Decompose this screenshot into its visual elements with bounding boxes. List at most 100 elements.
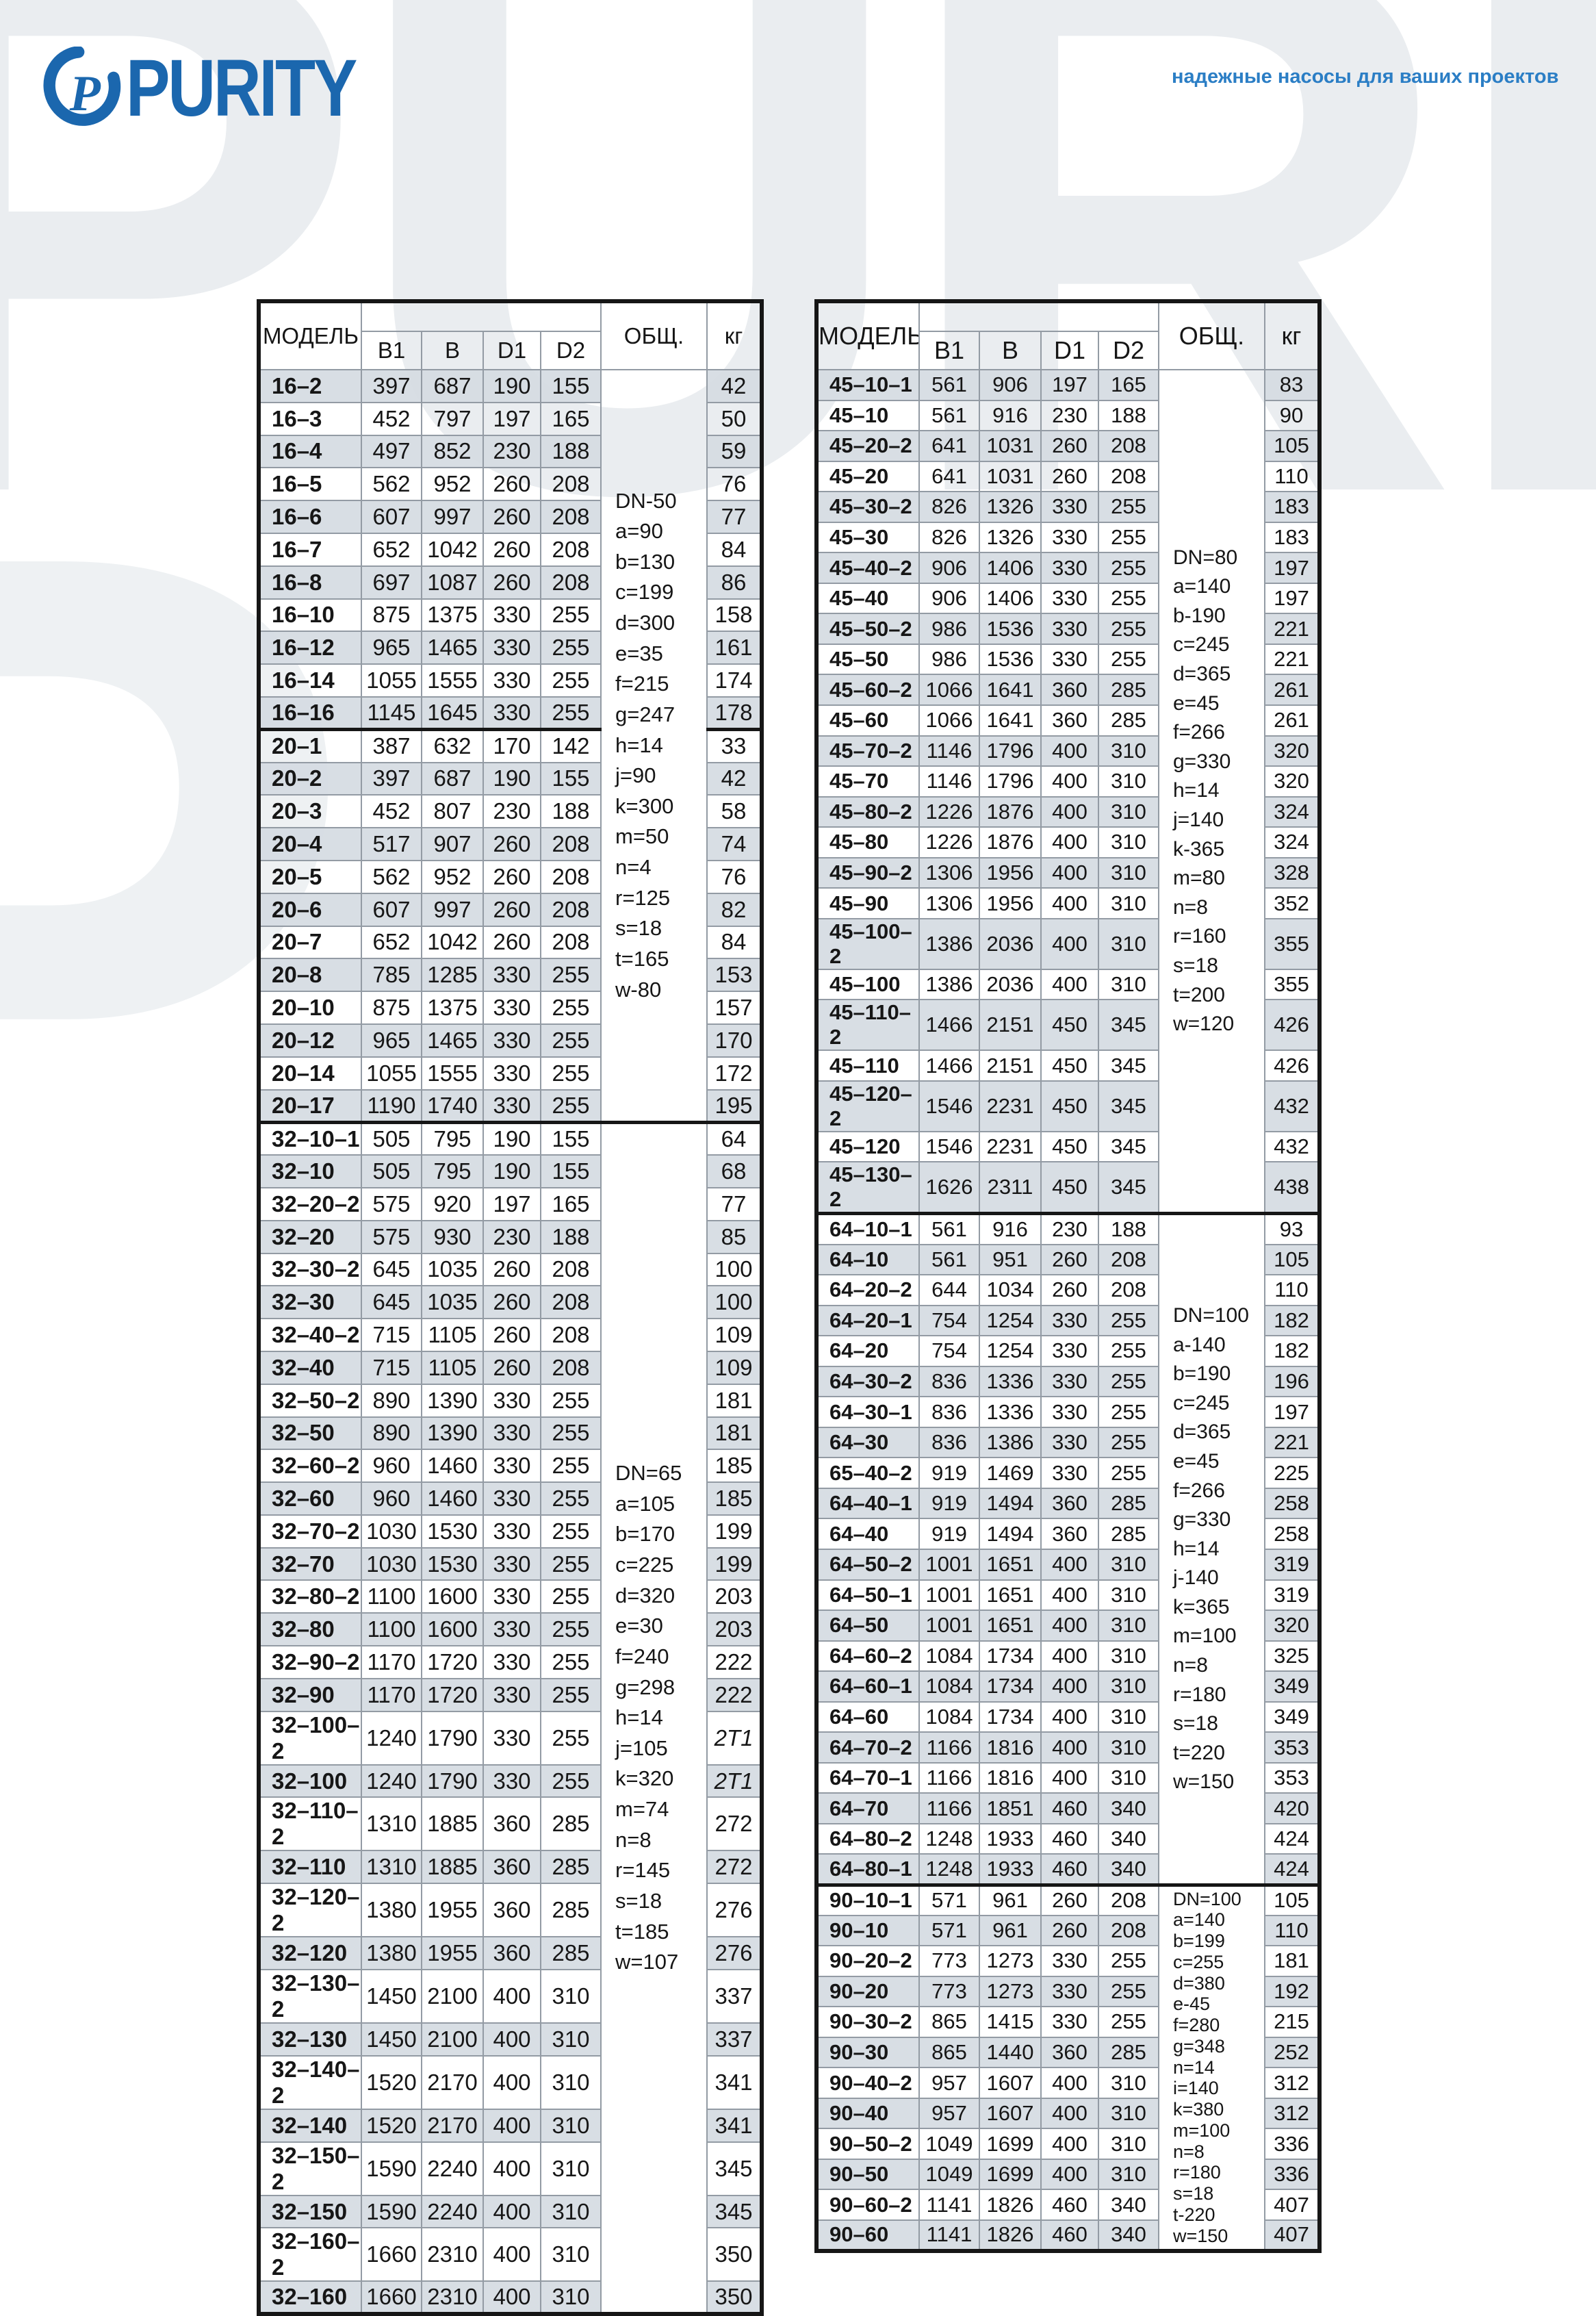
d2-cell: 208 [540,827,602,861]
d1-cell: 400 [1040,826,1099,858]
b1-cell: 1660 [361,2280,422,2315]
model-cell: 16–16 [258,696,362,730]
b1-cell: 1049 [918,2158,980,2191]
model-cell: 45–80–2 [816,796,920,828]
d1-cell: 330 [482,1056,541,1091]
b-cell: 1641 [979,704,1042,737]
d1-cell: 330 [1040,1365,1099,1398]
model-cell: 64–20–1 [816,1304,920,1337]
b-cell: 1555 [421,663,484,698]
dims-line: c=199 [615,580,674,605]
b1-cell: 1660 [361,2227,422,2282]
d2-cell: 340 [1098,1792,1159,1824]
d2-cell: 255 [540,1710,602,1766]
b1-cell: 715 [361,1350,422,1385]
d1-cell: 330 [1040,1945,1099,1977]
d1-cell: 330 [1040,582,1099,615]
b-cell: 951 [979,1243,1042,1276]
b-cell: 2151 [979,1049,1042,1082]
dims-line: c=245 [1173,633,1230,657]
dims-line: d=365 [1173,663,1231,686]
spec-row: 20–6 607 997 260 208 82 [258,892,762,927]
model-cell: 32–110–2 [258,1796,362,1852]
b-cell: 1955 [421,1936,484,1971]
d2-cell: 255 [1098,1335,1159,1367]
b-cell: 1536 [979,613,1042,645]
d1-cell: 260 [1040,1243,1099,1276]
d1-cell: 400 [482,2227,541,2282]
kg-cell: 319 [1264,1549,1320,1581]
model-cell: 32–120–2 [258,1883,362,1938]
d2-cell: 310 [1098,1731,1159,1764]
d2-cell: 285 [1098,1518,1159,1550]
d2-cell: 285 [1098,704,1159,737]
d1-cell: 197 [482,401,541,436]
b-cell: 1651 [979,1549,1042,1581]
model-cell: 32–60–2 [258,1449,362,1484]
d1-cell: 330 [1040,613,1099,645]
dims-note-cell: DN=100 a=140 b=199 c=255 d=380 e-45 f=280 g=348… [1158,1883,1265,2252]
dims-line: w=107 [615,1950,679,1974]
b-cell: 1326 [979,491,1042,523]
spec-row: 32–100 1240 1790 330 255 2T1 [258,1764,762,1798]
spec-row: 45–70–2 1146 1796 400 310 320 [816,735,1320,767]
d1-cell: 360 [482,1850,541,1885]
kg-cell: 197 [1264,582,1320,615]
model-cell: 32–100 [258,1764,362,1798]
d1-cell: 450 [1040,1130,1099,1163]
model-cell: 45–110 [816,1049,920,1082]
d1-cell: 400 [482,2108,541,2143]
b1-cell: 1166 [918,1731,980,1764]
b1-cell: 906 [918,552,980,584]
spec-row: 32–30–2 645 1035 260 208 100 [258,1252,762,1287]
b-cell: 1734 [979,1670,1042,1703]
b1-cell: 397 [361,761,422,796]
b-cell: 2170 [421,2054,484,2110]
kg-cell: 59 [706,434,762,469]
d1-cell: 360 [482,1883,541,1938]
kg-cell: 172 [706,1056,762,1091]
dims-line: a-140 [1173,1333,1226,1356]
model-cell: 16–2 [258,369,362,403]
d1-cell: 197 [482,1186,541,1221]
dims-line: DN=100 [1173,1888,1241,1909]
d2-cell: 310 [1098,968,1159,1001]
b1-cell: 986 [918,613,980,645]
model-cell: 45–60 [816,704,920,737]
b-cell: 2170 [421,2108,484,2143]
b-cell: 1469 [979,1457,1042,1489]
b-cell: 1641 [979,674,1042,707]
b-cell: 952 [421,467,484,502]
kg-cell: 426 [1264,999,1320,1052]
model-cell: 64–70–1 [816,1761,920,1794]
spec-row: 32–140–2 1520 2170 400 310 341 [258,2054,762,2110]
model-cell: 64–70 [816,1792,920,1824]
d1-cell: 360 [1040,2036,1099,2069]
model-cell: 16–8 [258,565,362,600]
dims-line: b=199 [1173,1931,1225,1952]
b1-cell: 826 [918,491,980,523]
header-col-d2: D2 [1098,331,1159,370]
dims-line: f=240 [615,1644,669,1668]
b-cell: 1826 [979,2219,1042,2252]
spec-row: 64–70–2 1166 1816 400 310 353 [816,1731,1320,1764]
model-cell: 32–110 [258,1850,362,1885]
model-cell: 32–90 [258,1677,362,1712]
d1-cell: 260 [1040,460,1099,493]
dims-line: g=348 [1173,2035,1225,2057]
d2-cell: 208 [540,892,602,927]
spec-row: 45–40 906 1406 330 255 197 [816,582,1320,615]
dims-line: s=18 [1173,2183,1214,2204]
b-cell: 1933 [979,1853,1042,1886]
d2-cell: 255 [540,1612,602,1647]
spec-row: 32–90–2 1170 1720 330 255 222 [258,1645,762,1679]
left-table: МОДЕЛЬ ОБЩ. кг B1 B D1 D2 16–2 397 687 190 155 DN-50… [257,299,764,2316]
d1-cell: 400 [482,2022,541,2057]
d1-cell: 460 [1040,1792,1099,1824]
b1-cell: 571 [918,1883,980,1916]
dims-line: n=8 [615,1827,652,1852]
dims-line: g=330 [1173,750,1231,773]
d1-cell: 360 [482,1796,541,1852]
d2-cell: 310 [1098,1701,1159,1733]
d2-cell: 155 [540,1154,602,1188]
